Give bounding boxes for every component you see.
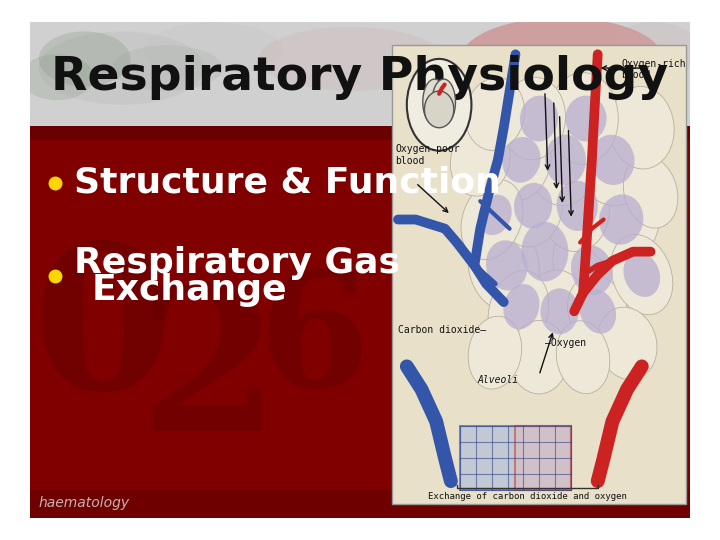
Text: Oxygen-poor
blood: Oxygen-poor blood <box>395 145 459 166</box>
Bar <box>516 426 571 490</box>
Ellipse shape <box>597 307 657 380</box>
Ellipse shape <box>565 96 606 141</box>
Text: Exchange: Exchange <box>92 273 287 307</box>
Ellipse shape <box>465 77 525 151</box>
Ellipse shape <box>590 134 634 185</box>
Ellipse shape <box>500 77 565 160</box>
Text: —Oxygen: —Oxygen <box>545 339 586 348</box>
Ellipse shape <box>574 114 651 206</box>
Ellipse shape <box>525 45 672 110</box>
Text: 0: 0 <box>33 237 173 431</box>
Ellipse shape <box>611 234 672 315</box>
Bar <box>30 132 690 518</box>
Ellipse shape <box>407 59 472 151</box>
Ellipse shape <box>582 174 660 265</box>
Text: Carbon dioxide—: Carbon dioxide— <box>398 325 486 335</box>
Text: Oxygen-rich
blood: Oxygen-rich blood <box>621 59 686 80</box>
Ellipse shape <box>524 270 589 353</box>
Ellipse shape <box>567 275 628 347</box>
Bar <box>30 126 690 140</box>
Bar <box>30 490 690 518</box>
Ellipse shape <box>478 195 512 235</box>
Ellipse shape <box>599 194 644 245</box>
Ellipse shape <box>608 22 700 77</box>
Text: 6: 6 <box>258 266 369 421</box>
Ellipse shape <box>545 134 586 185</box>
Ellipse shape <box>521 222 568 281</box>
Ellipse shape <box>468 316 522 389</box>
Text: Respiratory Physiology: Respiratory Physiology <box>51 55 669 100</box>
Ellipse shape <box>432 79 456 125</box>
Ellipse shape <box>541 288 579 334</box>
Ellipse shape <box>486 119 551 201</box>
Ellipse shape <box>557 321 610 394</box>
Ellipse shape <box>609 86 674 169</box>
Bar <box>459 426 571 490</box>
Ellipse shape <box>450 124 510 196</box>
Bar <box>392 45 686 504</box>
Text: 2: 2 <box>138 279 279 472</box>
Ellipse shape <box>514 183 552 228</box>
Ellipse shape <box>503 284 539 329</box>
Ellipse shape <box>461 179 523 260</box>
Ellipse shape <box>112 45 222 91</box>
Text: Structure & Function: Structure & Function <box>73 166 500 200</box>
Ellipse shape <box>39 31 130 86</box>
Ellipse shape <box>488 271 549 352</box>
Bar <box>30 22 690 137</box>
Ellipse shape <box>498 165 562 247</box>
Ellipse shape <box>557 180 598 231</box>
Ellipse shape <box>423 79 446 125</box>
Ellipse shape <box>580 289 616 334</box>
Ellipse shape <box>144 22 282 77</box>
Text: Respiratory Gas: Respiratory Gas <box>73 246 400 280</box>
Ellipse shape <box>520 96 558 141</box>
Ellipse shape <box>20 55 94 100</box>
Ellipse shape <box>259 27 443 91</box>
Text: Alveoli: Alveoli <box>477 375 518 385</box>
Ellipse shape <box>461 18 663 100</box>
Ellipse shape <box>527 114 598 206</box>
Ellipse shape <box>548 73 618 165</box>
Ellipse shape <box>539 160 610 252</box>
Ellipse shape <box>624 252 660 297</box>
Ellipse shape <box>39 31 204 105</box>
Ellipse shape <box>553 220 625 310</box>
Ellipse shape <box>468 220 539 311</box>
Text: Exchange of carbon dioxide and oxygen: Exchange of carbon dioxide and oxygen <box>428 492 626 501</box>
Ellipse shape <box>624 156 678 228</box>
Text: haematology: haematology <box>39 496 130 510</box>
Ellipse shape <box>424 91 454 128</box>
Ellipse shape <box>502 137 541 183</box>
Ellipse shape <box>571 245 613 295</box>
Ellipse shape <box>486 240 527 291</box>
Ellipse shape <box>498 201 580 302</box>
Ellipse shape <box>510 320 568 394</box>
